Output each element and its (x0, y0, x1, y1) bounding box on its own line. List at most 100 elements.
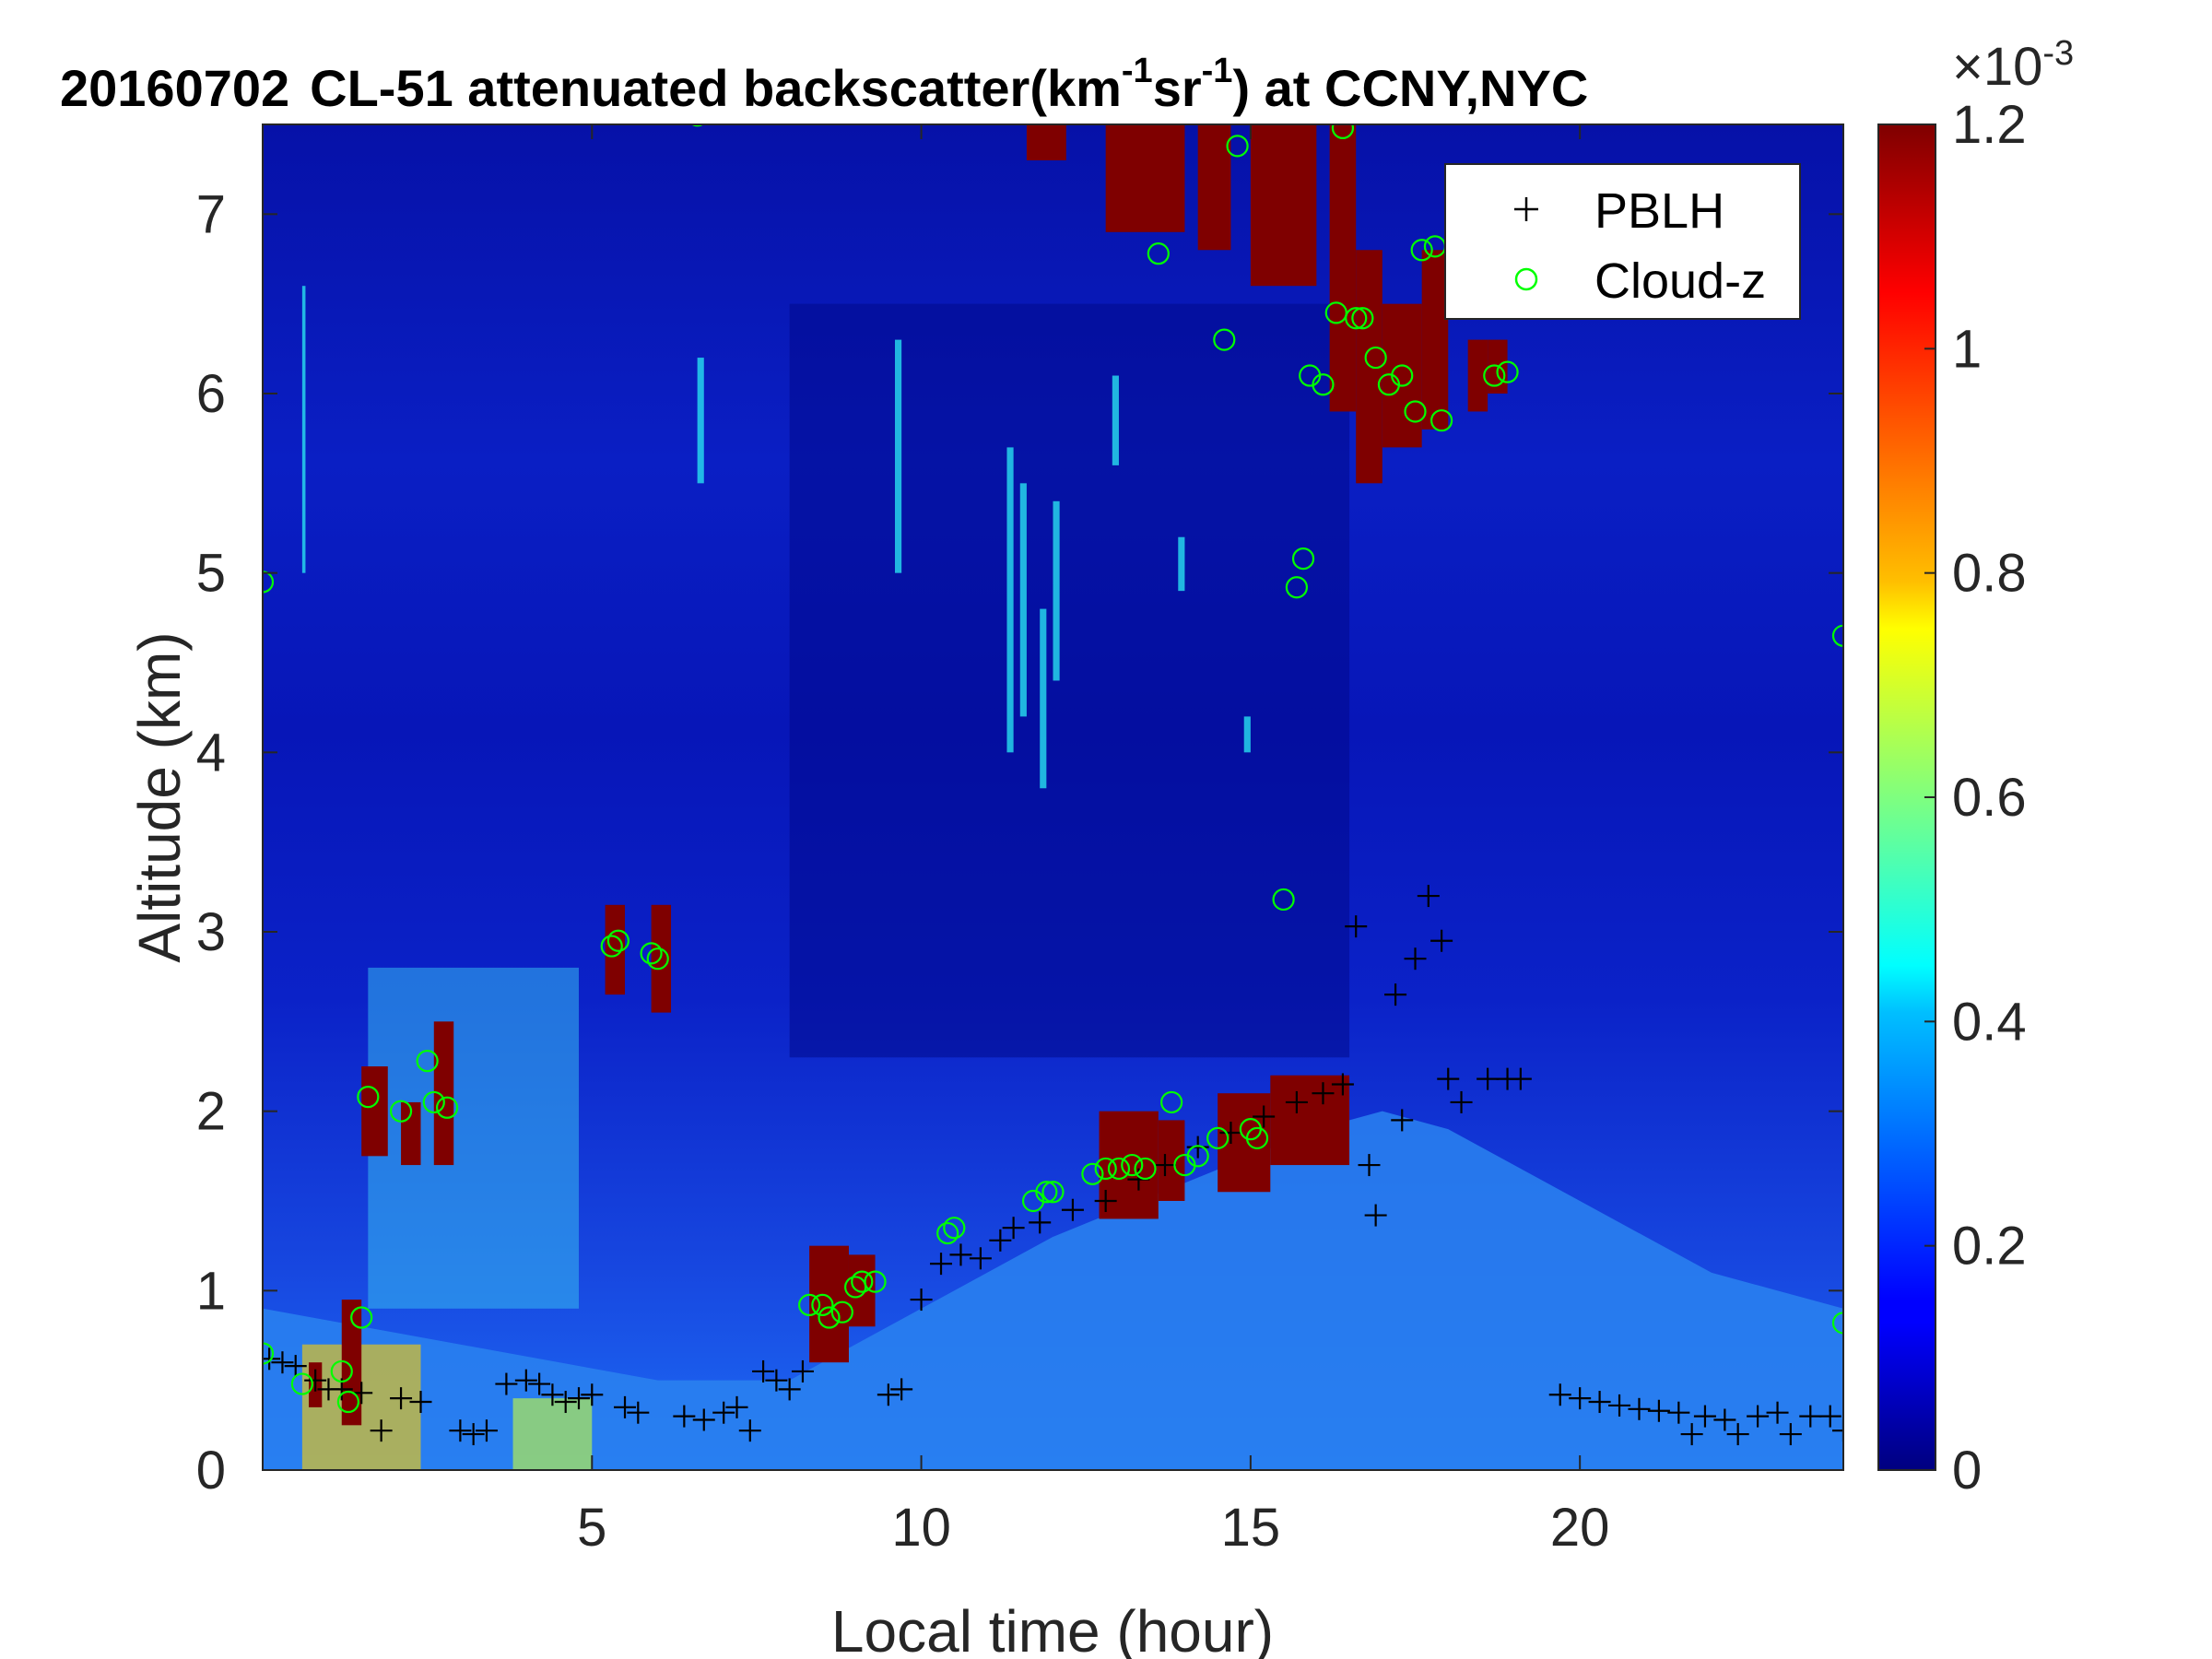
pblh-point (568, 1387, 590, 1410)
pblh-point (877, 1383, 900, 1406)
cirrus-streak-9 (301, 286, 306, 573)
pblh-point (284, 1355, 307, 1378)
y-axis-ticks: 0 1 2 3 4 5 6 7 (196, 184, 1843, 1500)
cloud-return-21 (1467, 339, 1488, 412)
cloud-z-point (1041, 1181, 1065, 1204)
pblh-point (1417, 885, 1440, 908)
colorbar-tick-label: 1.2 (1952, 95, 2027, 155)
cloud-z-point (1430, 409, 1453, 432)
pblh-point (1799, 1405, 1822, 1428)
pblh-point (890, 1378, 913, 1401)
cloud-z-point (1206, 1126, 1230, 1149)
heatmap-features (263, 124, 1843, 1470)
pblh-point (778, 1378, 801, 1401)
pblh-point (989, 1229, 1012, 1252)
pblh-point (1713, 1408, 1736, 1431)
cirrus-streak-6 (1112, 375, 1119, 465)
title-end: ) at CCNY,NYC (1232, 59, 1588, 117)
pblh-point (1509, 1067, 1532, 1090)
cloud-z-point (1147, 242, 1170, 265)
plot-frame (262, 124, 1844, 1471)
pblh-point (1358, 1154, 1381, 1177)
cirrus-streak-1 (895, 339, 902, 573)
pblh-point (1430, 929, 1453, 952)
title-sup-2: -1 (1202, 52, 1233, 90)
pblh-point (462, 1423, 485, 1446)
y-tick-label: 7 (196, 184, 226, 244)
x-tick-label: 15 (1221, 1498, 1281, 1558)
cirrus-streak-3 (1019, 483, 1027, 717)
pblh-point (554, 1391, 577, 1414)
title-sup-1: -1 (1122, 52, 1153, 90)
cloud-z-point (263, 571, 275, 594)
cloud-z-point (1081, 1162, 1104, 1185)
cloud-z-point (416, 1050, 439, 1073)
cloud-return-0 (361, 1066, 388, 1157)
pblh-point (1832, 1419, 1843, 1442)
x-tick-label: 20 (1550, 1498, 1610, 1558)
residual-layer-plume (368, 967, 579, 1309)
cloud-z-point (936, 1221, 959, 1245)
cloud-z-point (1331, 124, 1355, 139)
cloud-z-point (818, 1306, 841, 1329)
pblh-point (930, 1253, 953, 1276)
cloud-z-point (1121, 1153, 1144, 1177)
y-tick-label: 6 (196, 364, 226, 424)
x-axis-label: Local time (hour) (831, 1598, 1274, 1659)
cloud-z-point (357, 1085, 380, 1109)
colorbar: 0 0.2 0.4 0.6 0.8 1 1.2 ×10-3 (1877, 34, 2074, 1500)
cloud-z-point (1483, 364, 1506, 387)
chart-title: 20160702 CL-51 attenuated backscatter(km-… (60, 52, 1588, 117)
pblh-point (738, 1419, 761, 1442)
colorbar-ticks: 0 0.2 0.4 0.6 0.8 1 1.2 (1924, 95, 2027, 1500)
pblh-point (1285, 1090, 1308, 1113)
colorbar-tick-label: 0 (1952, 1441, 1982, 1500)
cloud-return-14 (1105, 124, 1185, 232)
clean-column (789, 303, 1350, 1058)
pblh-point (627, 1401, 650, 1424)
cloud-z-point (600, 935, 623, 958)
cloud-z-point (389, 1100, 413, 1123)
plot-area (263, 124, 1843, 1470)
cirrus-streak-2 (1006, 447, 1014, 753)
near-surface-aerosol-2 (512, 1398, 593, 1470)
pblh-point (1094, 1190, 1117, 1212)
cloud-return-16 (1250, 124, 1317, 287)
pblh-point (1153, 1154, 1176, 1177)
cloud-z-point (1831, 1312, 1843, 1335)
pblh-point (1331, 1073, 1354, 1096)
cloud-z-point (640, 942, 663, 965)
cloud-z-point (1345, 307, 1368, 330)
colorbar-exponent: ×10-3 (1952, 34, 2074, 97)
pblh-point (1569, 1387, 1592, 1410)
cloud-return-15 (1197, 124, 1231, 251)
pblh-point (495, 1372, 518, 1395)
y-axis-label: Altitude (km) (126, 631, 193, 962)
cloud-z-point (1134, 1157, 1157, 1181)
pblh-point (1312, 1082, 1335, 1105)
cloud-z-point (1035, 1181, 1058, 1204)
cloud-return-11 (1218, 1093, 1271, 1193)
x-tick-label: 10 (891, 1498, 951, 1558)
x-axis-ticks: 5 10 15 20 (577, 124, 1609, 1558)
cloud-z-point (646, 947, 669, 971)
cloud-z-point (1160, 1090, 1183, 1114)
cloud-return-6 (651, 904, 672, 1013)
legend-box (1444, 163, 1801, 320)
title-main: CL-51 attenuated backscatter(km (310, 59, 1122, 117)
cloud-z-point (1351, 307, 1374, 330)
cloud-z-point (336, 1390, 359, 1414)
y-tick-label: 5 (196, 544, 226, 604)
pblh-point (1818, 1405, 1841, 1428)
pblh-point (528, 1372, 551, 1395)
cloud-z-point (943, 1217, 966, 1240)
cloud-return-2 (433, 1021, 454, 1166)
title-mid: sr (1153, 59, 1202, 117)
pblh-point (765, 1369, 788, 1392)
pblh-point (1766, 1401, 1789, 1424)
pblh-point (1061, 1198, 1084, 1221)
pblh-point (1345, 915, 1368, 938)
cloud-z-point (1272, 888, 1295, 912)
legend-label-cloud-z: Cloud-z (1594, 253, 1766, 309)
